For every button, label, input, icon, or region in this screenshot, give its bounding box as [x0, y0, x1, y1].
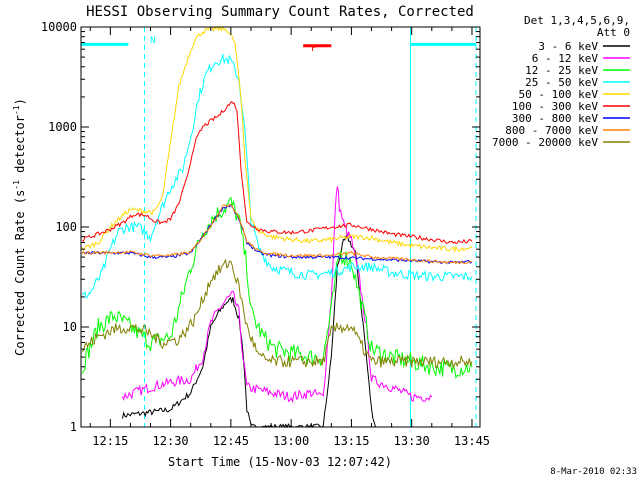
series-line-4 [82, 54, 473, 300]
legend-label: 50 - 100 keV [519, 88, 599, 101]
legend-label: 7000 - 20000 keV [492, 136, 598, 149]
x-axis-label: Start Time (15-Nov-03 12:07:42) [168, 455, 392, 469]
x-tick-label: 12:15 [92, 434, 128, 448]
x-tick-label: 13:15 [333, 434, 369, 448]
y-axis-label: Corrected Count Rate (s-1 detector-1) [12, 98, 27, 356]
legend-label: 3 - 6 keV [538, 40, 598, 53]
plot-layer [80, 25, 477, 429]
legend-label: 25 - 50 keV [525, 76, 598, 89]
y-tick-label: 10000 [41, 20, 77, 34]
y-axis-label-sup1: -1 [12, 180, 21, 190]
x-tick-label: 13:00 [273, 434, 309, 448]
legend-header: Att 0 [597, 26, 630, 39]
legend-label: 100 - 300 keV [512, 100, 598, 113]
flare-marker-f: F [311, 44, 316, 54]
y-axis-label-end: ) [13, 98, 27, 105]
chart-title: HESSI Observing Summary Count Rates, Cor… [86, 4, 474, 20]
y-tick-label: 10 [63, 320, 77, 334]
legend-label: 300 - 800 keV [512, 112, 598, 125]
y-tick-label: 100 [55, 220, 77, 234]
series-line-5 [81, 25, 473, 254]
y-tick-label: 1 [70, 420, 77, 434]
y-axis-label-main: Corrected Count Rate (s [13, 190, 27, 356]
legend-label: 12 - 25 keV [525, 64, 598, 77]
legend-label: 800 - 7000 keV [505, 124, 598, 137]
footer-date: 8-Mar-2010 02:33 [550, 467, 637, 477]
plot-frame [80, 26, 481, 428]
series-line-8 [81, 203, 472, 265]
y-axis-label-mid: detector [13, 115, 27, 180]
x-tick-label: 12:45 [213, 434, 249, 448]
series-line-6 [82, 100, 473, 245]
series-line-9 [81, 258, 473, 370]
x-tick-label: 13:45 [454, 434, 490, 448]
legend-label: 6 - 12 keV [532, 52, 599, 65]
series-line-2 [121, 186, 433, 404]
night-marker-n: N [150, 36, 155, 46]
series-line-1 [121, 232, 376, 429]
axis-layer: 12:15 12:30 12:45 13:00 13:15 13:30 13:45 1 10 10… [41, 20, 490, 448]
y-tick-label: 1000 [48, 120, 77, 134]
y-axis-label-sup2: -1 [12, 105, 21, 115]
legend-header: Det 1,3,4,5,6,9, [524, 14, 630, 27]
x-tick-label: 12:30 [153, 434, 189, 448]
x-tick-label: 13:30 [394, 434, 430, 448]
